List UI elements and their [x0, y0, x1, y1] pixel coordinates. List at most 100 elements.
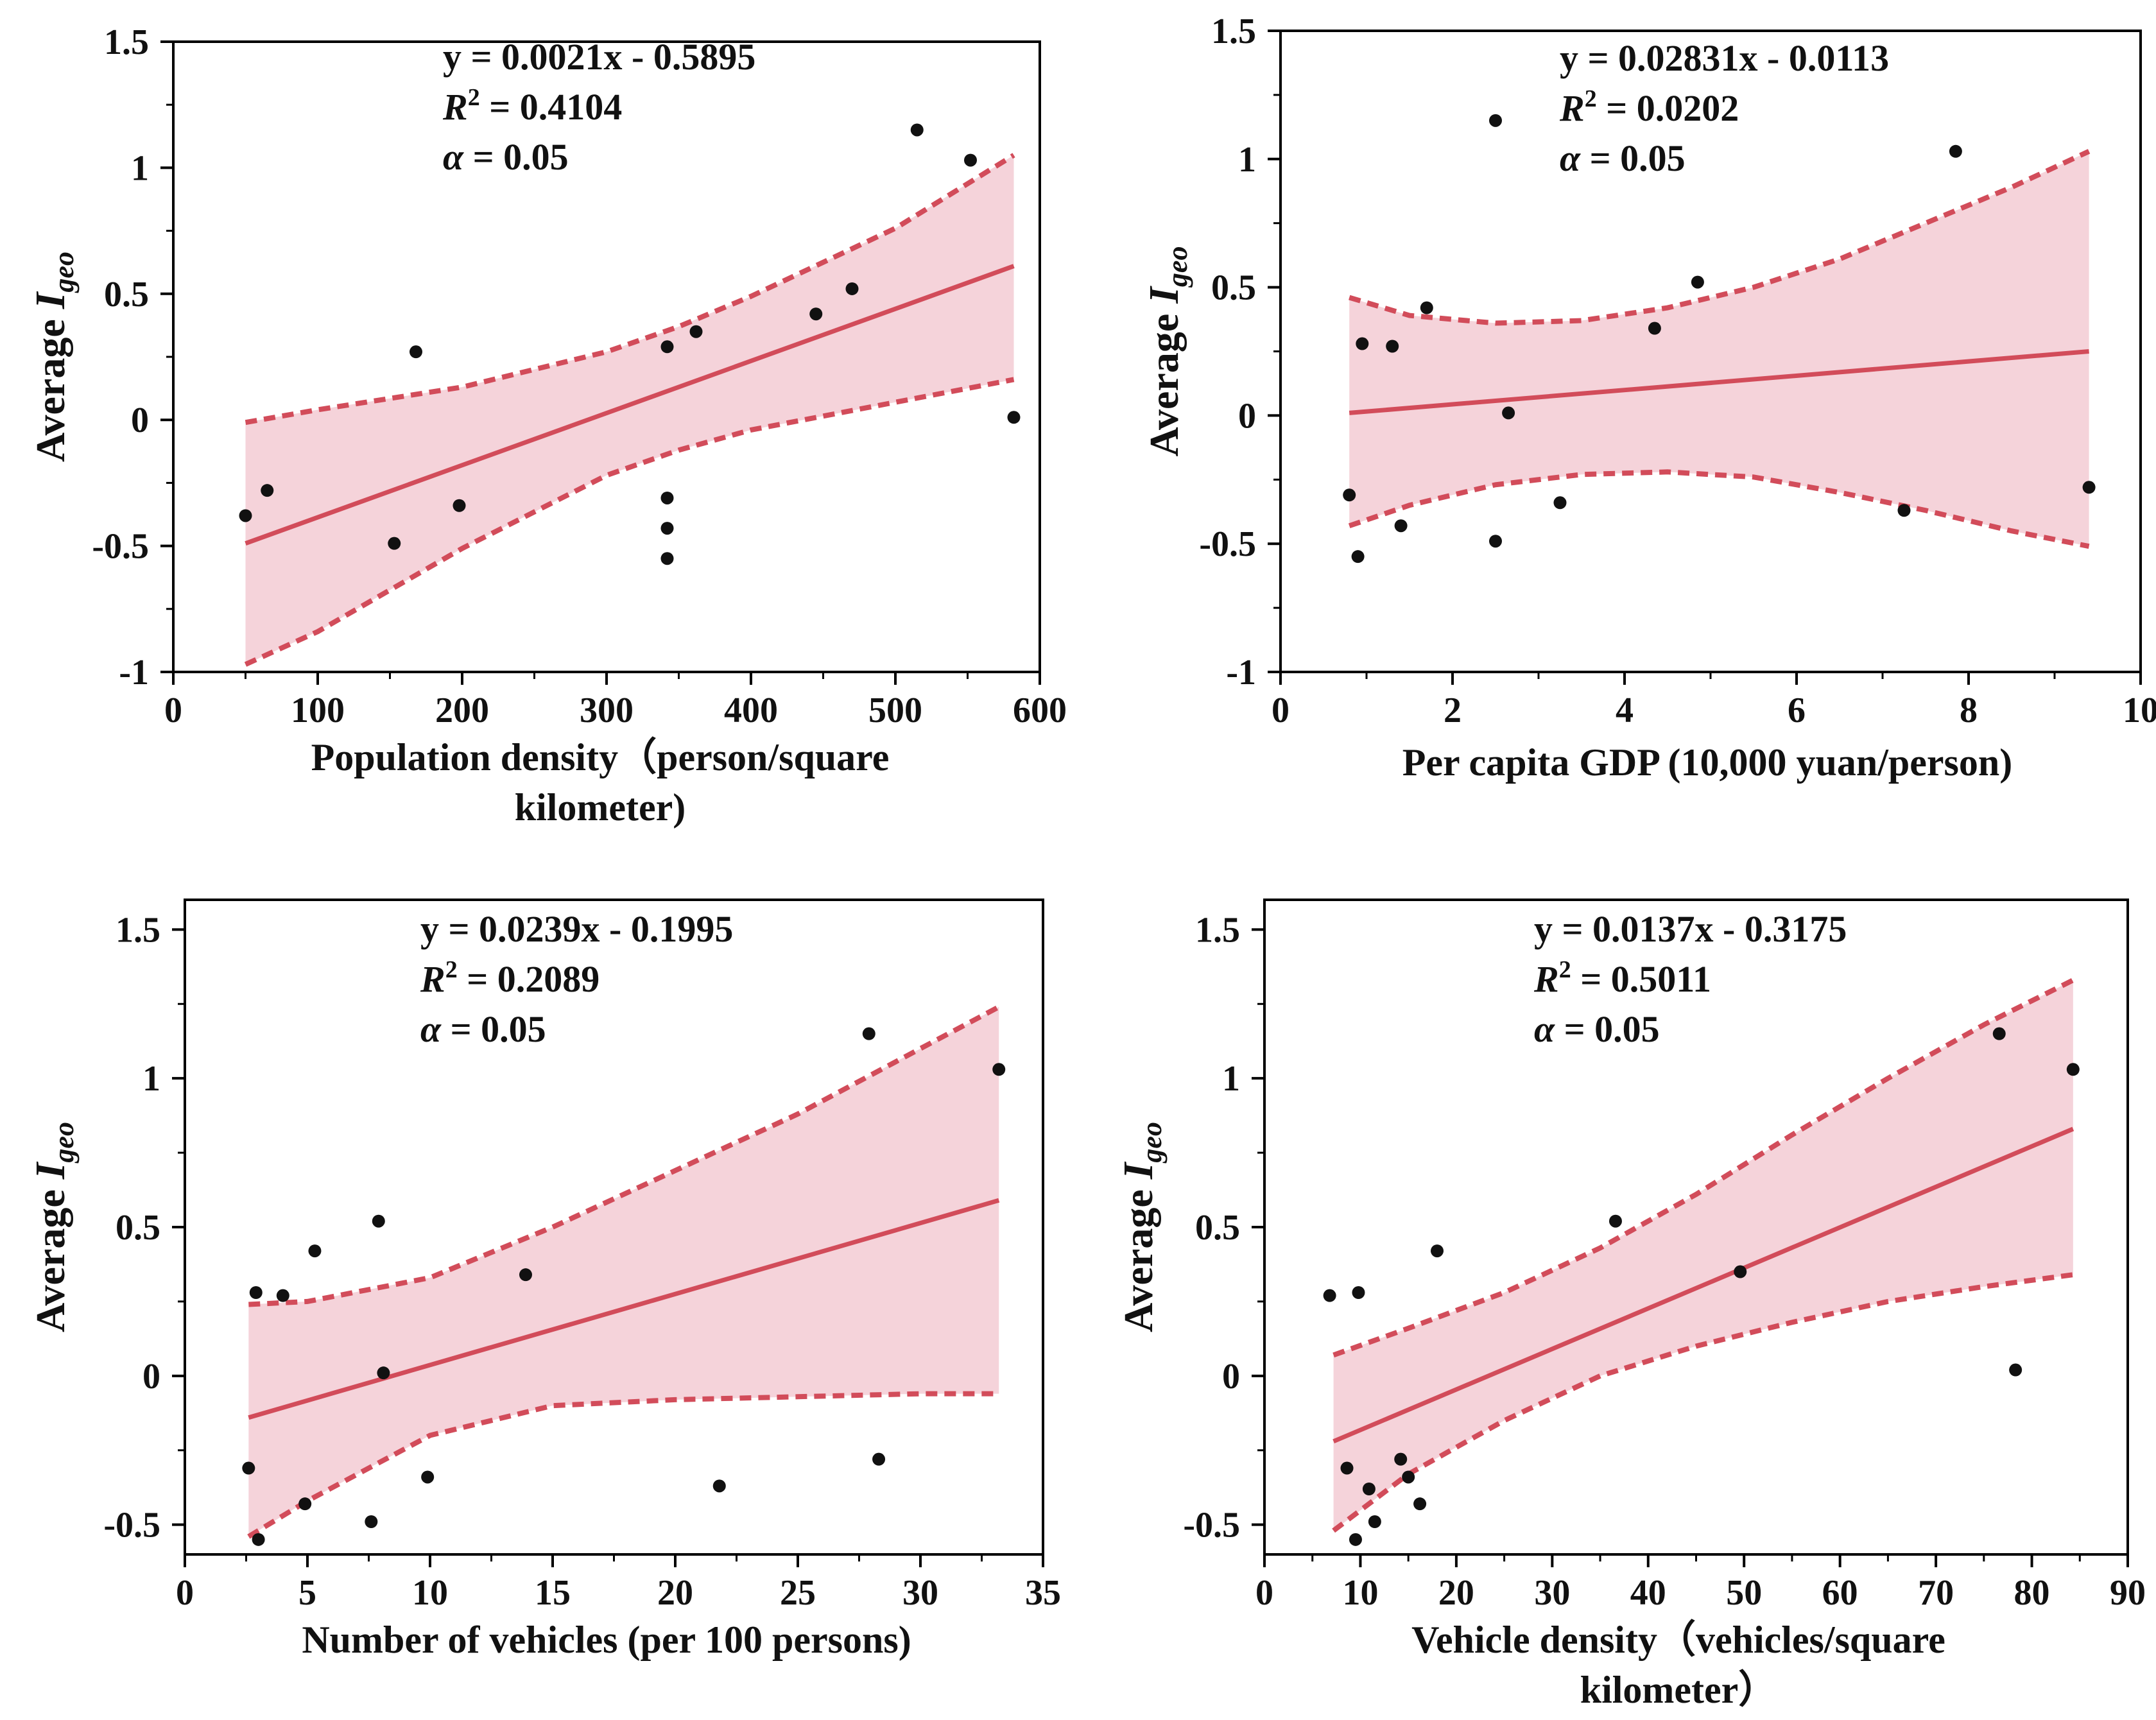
- data-point: [660, 522, 674, 535]
- x-tick-label: 5: [298, 1573, 316, 1613]
- data-point: [689, 325, 703, 338]
- r-squared: R2 = 0.4104: [442, 84, 622, 128]
- y-tick-label: 1.5: [116, 910, 160, 950]
- lower-confidence-line: [1332, 1272, 2074, 1533]
- data-point: [964, 153, 977, 167]
- chart-panel-top-right: 0 2 4 6 8 10 -1 -0.5 0 0.5 1 1.5 Per capita GDP (10,…: [1141, 12, 2156, 784]
- data-point: [242, 1461, 255, 1475]
- y-tick-label: 0: [142, 1357, 160, 1397]
- x-tick-label: 0: [1255, 1573, 1273, 1613]
- x-tick-label: 25: [780, 1573, 816, 1613]
- y-tick-label: -0.5: [103, 1506, 160, 1545]
- data-point: [1340, 1461, 1354, 1475]
- data-point: [712, 1479, 726, 1493]
- upper-confidence-line: [248, 1004, 1001, 1307]
- alpha-value: = 0.05: [441, 1008, 546, 1050]
- regression-line: [245, 264, 1015, 546]
- y-tick-label: 1: [1238, 140, 1256, 180]
- alpha-level: α = 0.05: [420, 1008, 546, 1050]
- data-point: [388, 537, 401, 550]
- y-tick-label: 1: [131, 148, 149, 188]
- y-tick-label: 0.5: [104, 275, 149, 314]
- data-point: [1351, 550, 1365, 563]
- confidence-band: [1349, 151, 2089, 547]
- regression-equation: y = 0.02831x - 0.0113: [1560, 37, 1889, 79]
- data-point: [519, 1268, 532, 1282]
- data-point: [421, 1470, 435, 1484]
- data-point: [910, 123, 924, 137]
- y-tick-label: 1.5: [104, 22, 149, 62]
- confidence-band: [1333, 980, 2073, 1531]
- data-point: [249, 1286, 263, 1299]
- r-squared-superscript: 2: [1585, 85, 1597, 112]
- alpha-symbol: α: [1560, 137, 1581, 179]
- x-axis-label: kilometer): [515, 786, 686, 829]
- data-point: [1608, 1214, 1622, 1228]
- y-axis-label-prefix: Average: [1116, 1179, 1161, 1332]
- r-squared: R2 = 0.2089: [420, 956, 599, 1000]
- chart-panel-bottom-right: 0 10 20 30 40 50 60 70 80 90 -0.5 0 0.5 1 1.5 Vehicle d…: [1115, 899, 2146, 1711]
- data-point: [1489, 535, 1502, 548]
- y-tick-label: 1: [1222, 1059, 1240, 1099]
- alpha-value: = 0.05: [1580, 137, 1686, 179]
- data-point: [1553, 496, 1567, 510]
- y-axis-label-subscript: geo: [48, 252, 80, 293]
- alpha-level: α = 0.05: [1534, 1008, 1660, 1050]
- alpha-level: α = 0.05: [443, 136, 569, 178]
- regression-line: [248, 1198, 1000, 1420]
- regression-equation: y = 0.0137x - 0.3175: [1534, 908, 1847, 950]
- data-point: [1402, 1470, 1415, 1484]
- y-tick-label: -0.5: [1199, 524, 1256, 564]
- y-tick-label: 0.5: [116, 1208, 160, 1248]
- data-point: [1413, 1497, 1427, 1511]
- data-point: [1368, 1515, 1381, 1528]
- y-tick-label: -1: [119, 653, 149, 692]
- x-tick-label: 50: [1726, 1573, 1762, 1613]
- y-axis-label-prefix: Average: [28, 309, 73, 462]
- regression-line: [1349, 349, 2089, 415]
- y-axis-label: Average Igeo: [27, 252, 80, 462]
- r-squared-symbol: R: [1533, 958, 1559, 1000]
- x-tick-label: 80: [2014, 1573, 2050, 1613]
- x-tick-label: 70: [1918, 1573, 1954, 1613]
- regression-equation: y = 0.0021x - 0.5895: [443, 36, 755, 78]
- data-point: [365, 1515, 378, 1528]
- y-axis-label-prefix: Average: [28, 1179, 73, 1332]
- r-squared: R2 = 0.5011: [1533, 956, 1711, 1000]
- data-point: [308, 1244, 322, 1258]
- data-point: [1502, 406, 1515, 420]
- x-axis-label: Population density（person/square: [311, 735, 890, 778]
- alpha-symbol: α: [1534, 1008, 1555, 1050]
- data-point: [1352, 1286, 1365, 1299]
- y-axis-label-subscript: geo: [48, 1122, 80, 1164]
- chart-panel-top-left: 0 100 200 300 400 500 600 -1 -0.5 0 0.5 1 1.5 Populat…: [27, 22, 1067, 829]
- data-point: [660, 491, 674, 504]
- data-point: [1992, 1027, 2006, 1040]
- upper-confidence-line: [1349, 149, 2091, 326]
- y-axis-label-subscript: geo: [1136, 1122, 1168, 1164]
- r-squared-value: = 0.2089: [458, 958, 600, 1000]
- data-point: [1343, 488, 1356, 502]
- data-point: [2066, 1063, 2080, 1076]
- alpha-symbol: α: [443, 136, 464, 178]
- r-squared-superscript: 2: [468, 84, 480, 111]
- x-tick-label: 40: [1630, 1573, 1666, 1613]
- y-axis-label: Average Igeo: [1115, 1122, 1168, 1332]
- regression-equation: y = 0.0239x - 0.1995: [420, 908, 733, 950]
- r-squared-symbol: R: [1559, 87, 1585, 129]
- data-point: [2082, 481, 2096, 494]
- x-axis-label: kilometer）: [1580, 1668, 1777, 1711]
- data-point: [453, 499, 466, 512]
- data-point: [276, 1289, 289, 1302]
- y-tick-label: 1: [142, 1059, 160, 1099]
- r-squared-symbol: R: [442, 86, 468, 128]
- data-point: [1007, 411, 1021, 424]
- y-tick-label: 0: [1238, 396, 1256, 436]
- x-axis-label: Number of vehicles (per 100 persons): [302, 1619, 911, 1661]
- data-point: [1386, 340, 1399, 353]
- x-tick-label: 15: [535, 1573, 571, 1613]
- y-tick-label: 0: [1222, 1357, 1240, 1397]
- y-axis-label-variable: I: [27, 1161, 74, 1180]
- data-point: [261, 484, 274, 497]
